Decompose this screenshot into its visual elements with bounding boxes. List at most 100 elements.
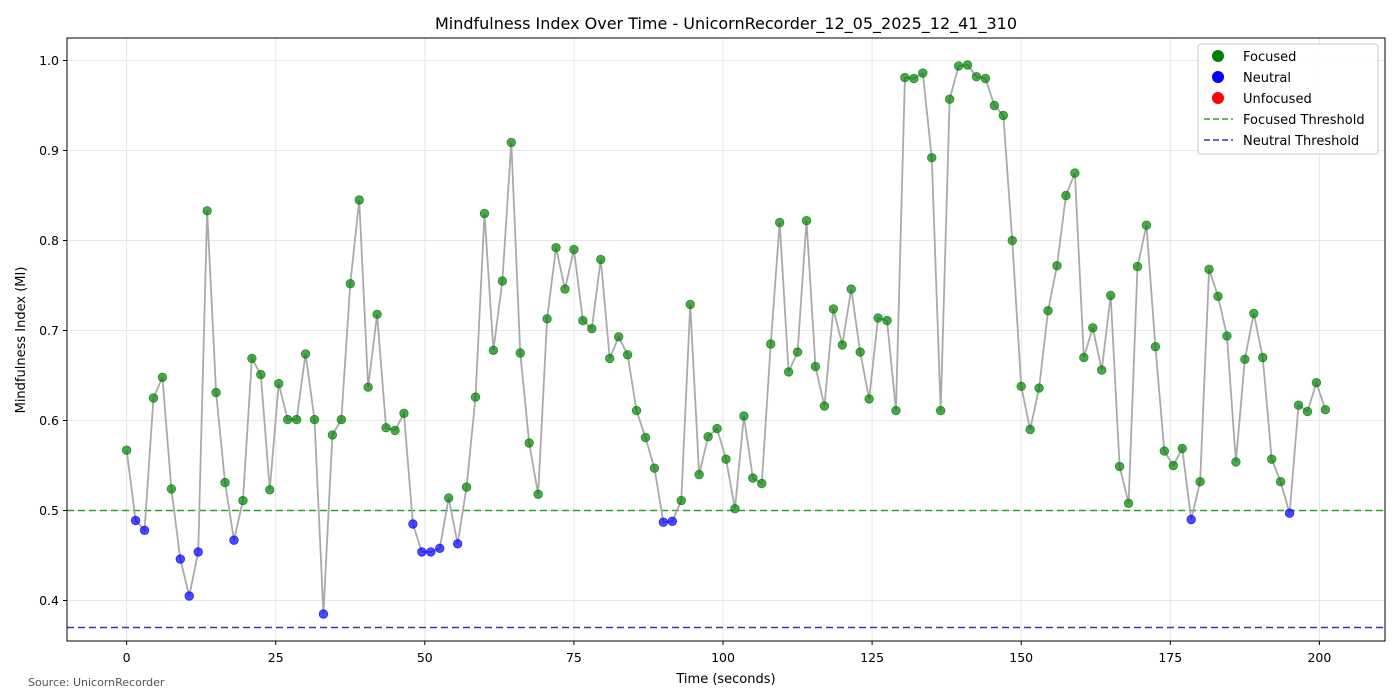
focused-point	[202, 206, 212, 216]
focused-point	[712, 423, 722, 434]
neutral-point	[193, 547, 203, 557]
focused-point	[265, 485, 275, 495]
focused-point	[828, 304, 839, 314]
neutral-point	[658, 517, 669, 527]
x-tick-label: 175	[1158, 650, 1182, 665]
focused-point	[1231, 457, 1241, 467]
neutral-point	[426, 547, 436, 557]
focused-point	[166, 484, 177, 494]
focused-point	[748, 473, 758, 483]
focused-point	[247, 353, 257, 364]
y-tick-label: 0.9	[39, 143, 59, 158]
focused-point	[685, 299, 695, 310]
focused-point	[927, 152, 937, 163]
focused-point	[497, 276, 508, 286]
focused-point	[372, 309, 382, 320]
neutral-point	[1186, 514, 1196, 525]
focused-point	[882, 315, 892, 326]
focused-point	[282, 414, 293, 425]
focused-point	[944, 94, 955, 104]
focused-point	[1168, 460, 1178, 471]
focused-point	[1141, 220, 1152, 230]
focused-point	[971, 71, 982, 82]
focused-point	[1213, 291, 1223, 302]
focused-point	[587, 324, 597, 334]
focused-point	[1052, 261, 1062, 271]
legend-neutral-label: Neutral	[1243, 71, 1291, 86]
neutral-point	[184, 591, 194, 601]
x-tick-label: 200	[1307, 650, 1331, 665]
focused-point	[238, 495, 248, 506]
focused-point	[622, 350, 633, 360]
focused-point	[1195, 477, 1205, 487]
legend-neutral-marker	[1212, 71, 1224, 83]
focused-point	[470, 392, 481, 402]
neutral-point	[318, 609, 329, 619]
focused-point	[891, 405, 901, 416]
neutral-point	[435, 543, 445, 554]
focused-point	[1293, 400, 1304, 410]
focused-point	[256, 369, 266, 380]
data-points	[121, 60, 1331, 619]
focused-point	[649, 463, 660, 473]
y-axis-label: Mindfulness Index (MI)	[14, 267, 29, 414]
focused-point	[596, 254, 606, 265]
neutral-point	[417, 547, 427, 557]
focused-point	[1016, 381, 1026, 392]
focused-point	[1159, 446, 1170, 456]
focused-point	[327, 430, 338, 440]
neutral-point	[130, 515, 141, 526]
focused-point	[739, 411, 749, 421]
x-axis-label: Time (seconds)	[675, 672, 775, 687]
x-tick-label: 100	[711, 650, 735, 665]
neutral-point	[452, 539, 463, 549]
focused-point	[569, 244, 579, 255]
legend-unfocused-label: Unfocused	[1243, 92, 1312, 107]
focused-point	[1320, 405, 1331, 415]
neutral-point	[229, 535, 239, 545]
neutral-point	[408, 519, 418, 529]
focused-point	[300, 349, 311, 359]
focused-point	[783, 367, 794, 377]
legend-focused-threshold-label: Focused Threshold	[1243, 113, 1365, 128]
y-tick-label: 0.6	[39, 413, 59, 428]
focused-point	[515, 348, 525, 358]
focused-point	[819, 401, 830, 411]
focused-point	[1123, 498, 1134, 509]
focused-point	[1311, 378, 1322, 388]
focused-point	[1258, 352, 1268, 363]
focused-point	[390, 425, 400, 436]
focused-point	[757, 478, 767, 489]
y-tick-label: 0.4	[39, 593, 59, 608]
source-note: Source: UnicornRecorder	[28, 676, 165, 689]
focused-point	[873, 313, 883, 323]
focused-point	[918, 68, 928, 78]
y-tick-label: 1.0	[39, 53, 59, 68]
neutral-point	[1284, 508, 1295, 518]
focused-point	[1177, 443, 1187, 454]
focused-point	[1266, 454, 1277, 464]
focused-point	[1302, 406, 1313, 417]
focused-point	[291, 414, 302, 425]
focused-point	[551, 242, 561, 253]
focused-point	[864, 394, 874, 404]
focused-point	[461, 482, 472, 492]
focused-point	[1070, 168, 1080, 178]
focused-point	[766, 339, 776, 349]
focused-point	[542, 314, 552, 324]
focused-point	[998, 110, 1009, 121]
focused-point	[1025, 424, 1035, 435]
focused-point	[211, 387, 221, 398]
focused-point	[354, 195, 364, 205]
focused-point	[605, 353, 615, 364]
y-tick-label: 0.7	[39, 323, 59, 338]
focused-point	[220, 477, 230, 488]
x-axis-ticks: 0 25 50 75 100 125 150 175 200	[123, 641, 1331, 665]
y-tick-label: 0.8	[39, 233, 59, 248]
focused-point	[1275, 477, 1286, 487]
focused-point	[721, 454, 731, 464]
focused-point	[121, 445, 132, 455]
focused-point	[792, 347, 803, 357]
focused-point	[1222, 331, 1232, 341]
